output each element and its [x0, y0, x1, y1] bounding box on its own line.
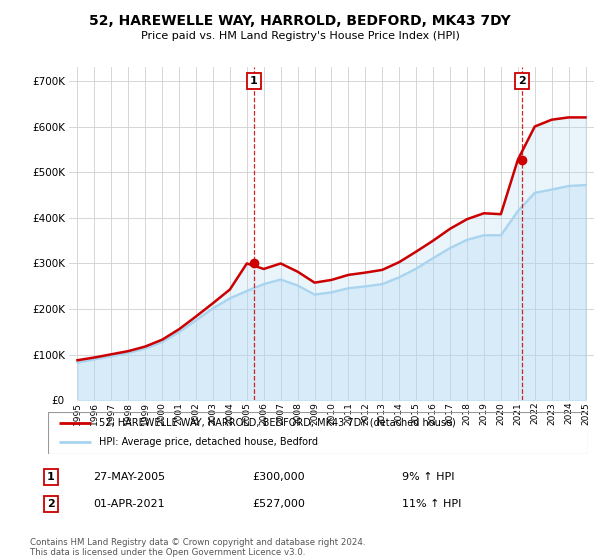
Text: £300,000: £300,000 — [252, 472, 305, 482]
Text: 52, HAREWELLE WAY, HARROLD, BEDFORD, MK43 7DY: 52, HAREWELLE WAY, HARROLD, BEDFORD, MK4… — [89, 14, 511, 28]
Text: £527,000: £527,000 — [252, 499, 305, 509]
Text: 1: 1 — [47, 472, 55, 482]
Text: 2: 2 — [518, 76, 526, 86]
Text: 27-MAY-2005: 27-MAY-2005 — [93, 472, 165, 482]
Text: 11% ↑ HPI: 11% ↑ HPI — [402, 499, 461, 509]
Text: HPI: Average price, detached house, Bedford: HPI: Average price, detached house, Bedf… — [100, 437, 319, 447]
Text: 1: 1 — [250, 76, 257, 86]
Text: 2: 2 — [47, 499, 55, 509]
Text: 01-APR-2021: 01-APR-2021 — [93, 499, 164, 509]
Text: Price paid vs. HM Land Registry's House Price Index (HPI): Price paid vs. HM Land Registry's House … — [140, 31, 460, 41]
Text: 9% ↑ HPI: 9% ↑ HPI — [402, 472, 455, 482]
Text: 52, HAREWELLE WAY, HARROLD, BEDFORD, MK43 7DY (detached house): 52, HAREWELLE WAY, HARROLD, BEDFORD, MK4… — [100, 418, 456, 428]
Text: Contains HM Land Registry data © Crown copyright and database right 2024.
This d: Contains HM Land Registry data © Crown c… — [30, 538, 365, 557]
